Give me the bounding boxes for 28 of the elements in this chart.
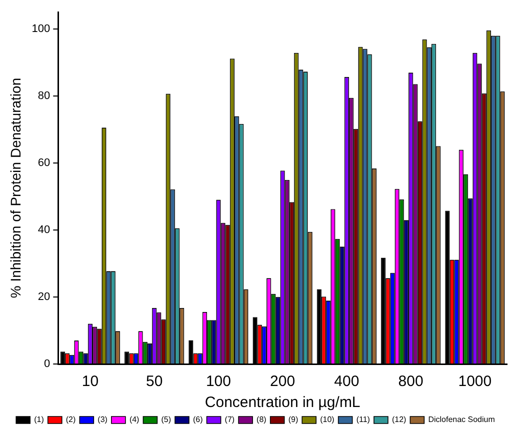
legend-label: (5): [161, 415, 172, 424]
x-tick-label: 100: [206, 373, 231, 390]
legend-label: (3): [98, 415, 108, 424]
x-tick-label: 1000: [458, 373, 492, 390]
x-tick-label: 400: [334, 373, 360, 390]
y-tick-label: 20: [38, 290, 50, 303]
legend-label: (7): [224, 415, 235, 424]
legend-label: (6): [192, 415, 204, 424]
legend-label: (4): [129, 415, 140, 424]
legend-label: (12): [392, 415, 407, 424]
y-tick-label: 60: [38, 156, 50, 169]
x-tick-label: 10: [82, 373, 99, 390]
legend-label: (8): [256, 415, 267, 424]
legend-label: (1): [34, 415, 44, 424]
x-tick-label: 200: [270, 373, 296, 390]
y-tick-label: 0: [44, 358, 50, 370]
y-tick-label: 80: [38, 90, 50, 102]
y-axis-title: % Inhibition of Protein Denaturation: [7, 78, 24, 298]
legend-label: (9): [288, 415, 298, 424]
legend-label: (2): [66, 415, 76, 424]
y-tick-label: 40: [38, 224, 50, 236]
x-tick-label: 50: [146, 373, 163, 390]
legend-label: (11): [356, 415, 370, 424]
legend-label: Diclofenac Sodium: [428, 415, 496, 424]
x-axis-title: Concentration in µg/mL: [204, 394, 360, 412]
x-tick-label: 800: [398, 373, 424, 390]
y-tick-label: 100: [32, 22, 50, 35]
legend-label: (10): [320, 415, 335, 424]
